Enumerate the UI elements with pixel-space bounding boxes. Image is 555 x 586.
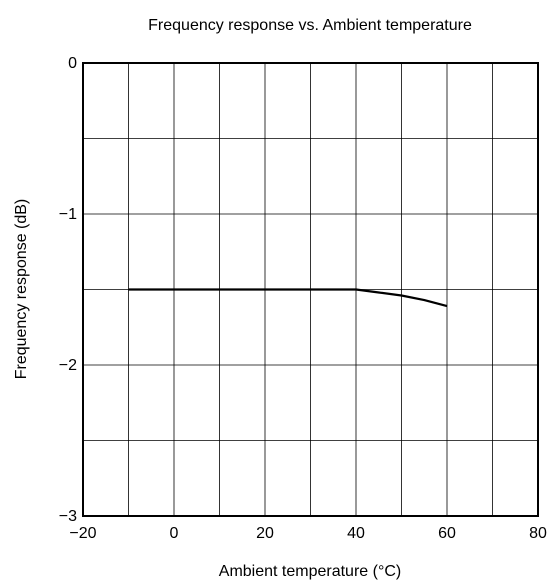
- plot-frame: [82, 62, 539, 517]
- y-tick-label: −1: [59, 206, 77, 223]
- series-line: [128, 288, 448, 308]
- y-tick-label: −3: [59, 508, 77, 525]
- x-tick-labels: −20 0 20 40 60 80: [69, 525, 547, 542]
- x-tick-label: 60: [438, 525, 456, 542]
- x-axis-label: Ambient temperature (°C): [219, 563, 401, 580]
- x-tick-label: 0: [170, 525, 179, 542]
- x-tick-label: 40: [347, 525, 365, 542]
- series-group: [128, 288, 448, 308]
- y-tick-labels: 0 −1 −2 −3: [59, 55, 77, 525]
- x-tick-label: −20: [69, 525, 96, 542]
- chart-title: Frequency response vs. Ambient temperatu…: [148, 17, 472, 34]
- y-axis-label: Frequency response (dB): [13, 199, 30, 380]
- x-tick-label: 80: [529, 525, 547, 542]
- y-tick-label: −2: [59, 357, 77, 374]
- x-tick-label: 20: [256, 525, 274, 542]
- y-tick-label: 0: [68, 55, 77, 72]
